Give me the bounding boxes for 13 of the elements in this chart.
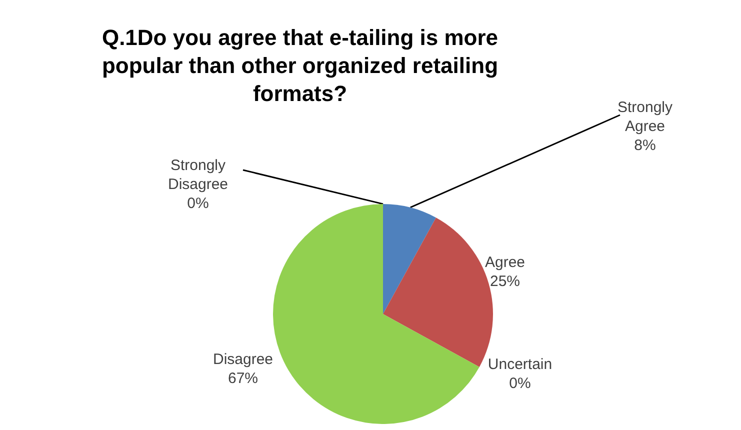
text: 0% xyxy=(509,375,531,392)
slice-label: Agree xyxy=(484,254,526,271)
category-label: Uncertain xyxy=(488,356,552,373)
data-label: 67% xyxy=(228,370,258,387)
slice-label: Disagree xyxy=(212,351,274,368)
slice-label: Strongly Agree xyxy=(617,99,674,135)
category-label: Strongly Disagree xyxy=(168,157,228,193)
text: 0% xyxy=(187,195,209,212)
pie-slice xyxy=(273,204,480,424)
data-label: 8% xyxy=(634,137,656,154)
chart-title: Q.1Do you agree that e-tailing is more popular than other organized retailing formats? xyxy=(102,25,498,106)
data-label: 25% xyxy=(490,273,520,290)
pie-slice xyxy=(383,204,436,314)
